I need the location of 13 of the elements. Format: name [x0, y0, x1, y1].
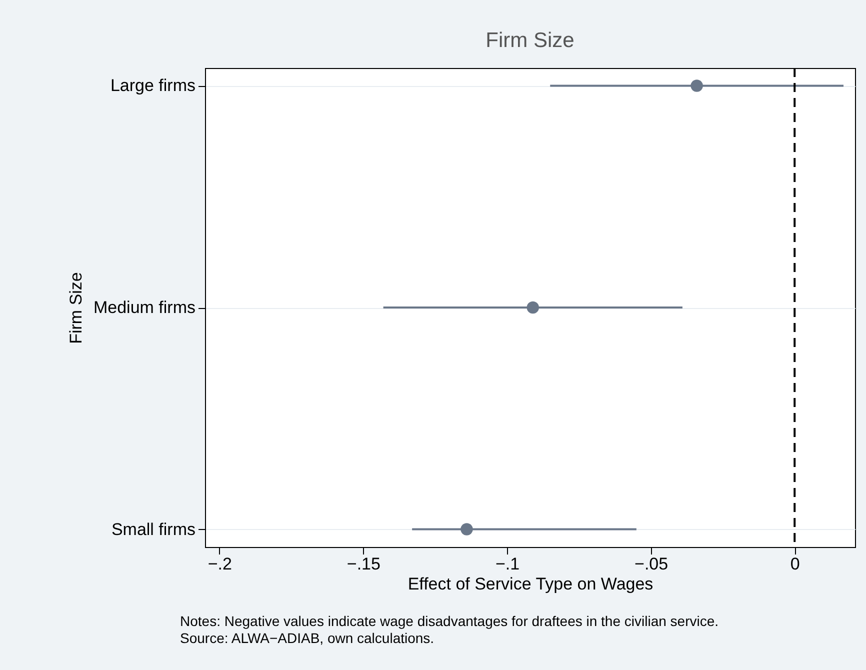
x-tick-label: −.05	[634, 554, 668, 574]
x-tick-label: −.1	[495, 554, 520, 574]
annotation: Notes: Negative values indicate wage disadvantages for draftees in the civilian service.	[180, 613, 719, 629]
x-tick-label: −.15	[346, 554, 380, 574]
y-tick-label: Small firms	[111, 520, 196, 539]
y-tick-label: Medium firms	[93, 298, 196, 317]
x-axis-title: Effect of Service Type on Wages	[408, 574, 654, 594]
chart-title: Firm Size	[486, 29, 574, 52]
y-tick-label: Large firms	[110, 76, 196, 96]
x-tick-label: 0	[790, 554, 800, 574]
annotation: Source: ALWA−ADIAB, own calculations.	[180, 630, 434, 646]
x-tick-label: −.2	[208, 554, 232, 574]
y-axis-title: Firm Size	[66, 272, 86, 344]
